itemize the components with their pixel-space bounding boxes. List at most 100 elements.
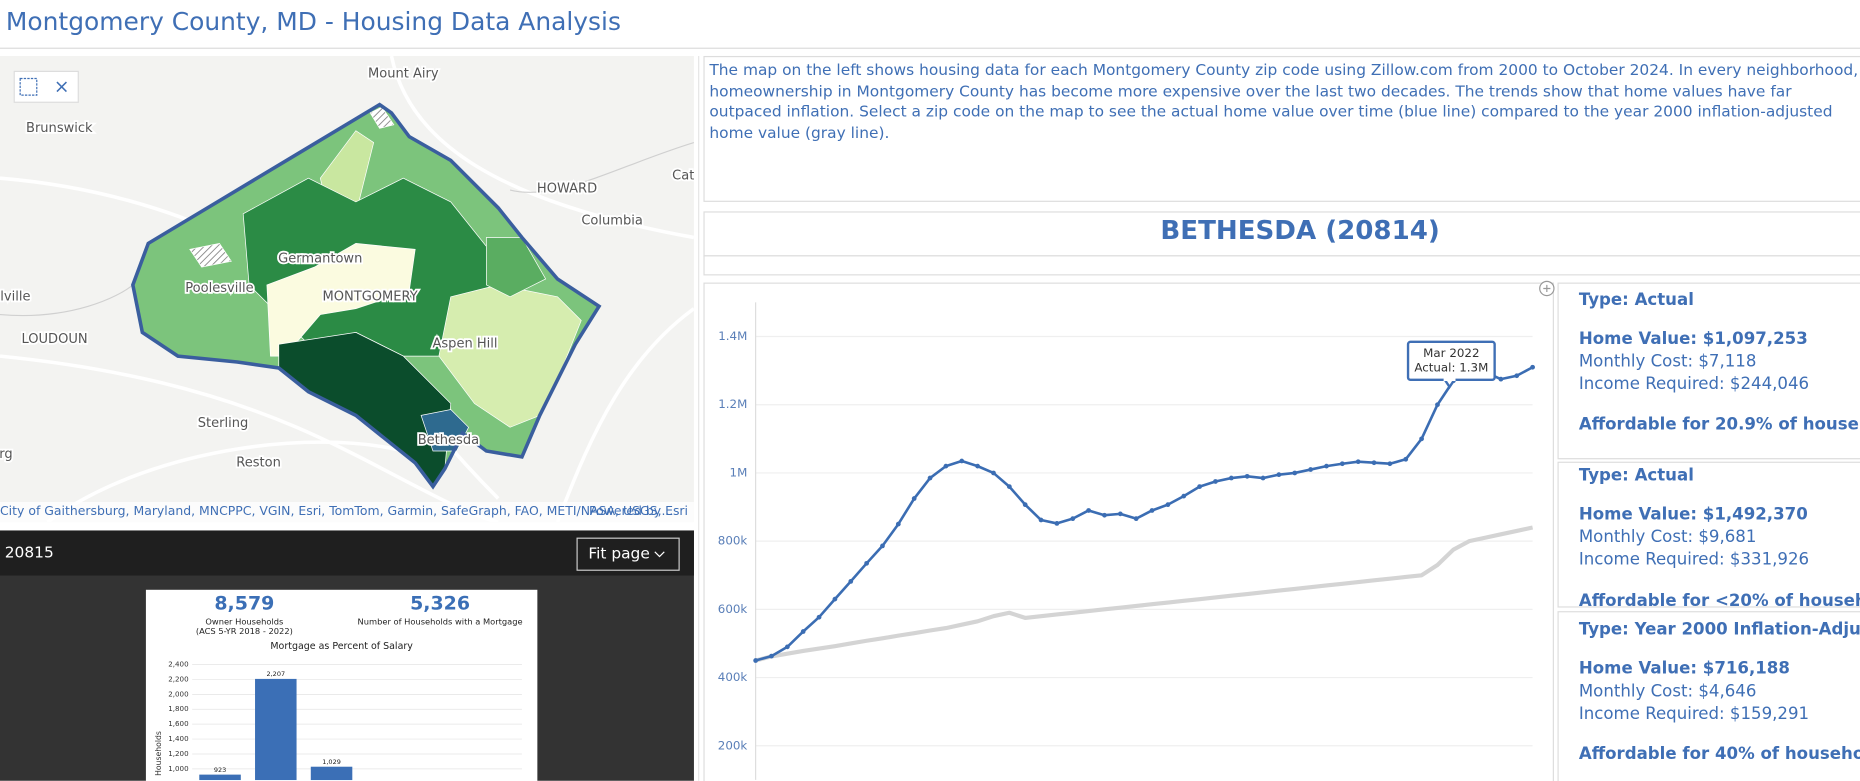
map-label: Columbia bbox=[581, 213, 643, 228]
card-income: Income Required: $331,926 bbox=[1579, 550, 1809, 569]
cards: Type: Actual Home Value: $1,097,253 Mont… bbox=[1557, 282, 1860, 781]
data-point bbox=[1149, 508, 1155, 513]
card bbox=[1557, 611, 1860, 781]
no-data-area bbox=[369, 106, 395, 129]
clear-selection[interactable] bbox=[56, 81, 67, 93]
bar-chart: 1,000 1,200 1,400 1,600 1,800 2,000 2,200 2,400… bbox=[168, 660, 522, 781]
data-point bbox=[1086, 508, 1091, 513]
data-point bbox=[1244, 473, 1250, 479]
data-point bbox=[880, 543, 885, 549]
map-label: Sterling bbox=[198, 416, 249, 431]
data-point bbox=[848, 579, 854, 584]
powered-by: Powered by Esri bbox=[589, 503, 688, 518]
bar bbox=[199, 774, 241, 781]
y-tick-label: 200k bbox=[718, 738, 748, 752]
data-point bbox=[895, 521, 901, 527]
map-label: Mount Airy bbox=[368, 66, 439, 81]
tooltip-gap bbox=[1443, 377, 1456, 382]
data-point bbox=[1387, 461, 1393, 467]
map-label: HOWARD bbox=[537, 181, 597, 196]
tooltip-text: Actual: 1.3M bbox=[1414, 360, 1488, 374]
select-tool[interactable] bbox=[19, 77, 38, 96]
zip-title-panel bbox=[703, 211, 1860, 257]
map-label: Poolesville bbox=[185, 281, 253, 296]
data-point bbox=[1419, 436, 1424, 442]
data-point bbox=[1292, 470, 1298, 476]
card-home-value: Home Value: $1,492,370 bbox=[1579, 505, 1808, 524]
card bbox=[1557, 282, 1860, 460]
map-label: MONTGOMERY bbox=[322, 289, 417, 304]
boundary bbox=[0, 284, 134, 317]
data-point bbox=[911, 496, 917, 501]
map: Mount Airy Brunswick HOWARD Columbia Cat Germ… bbox=[0, 55, 694, 523]
data-point bbox=[1530, 364, 1535, 370]
data-point bbox=[800, 629, 806, 634]
data-point bbox=[1371, 460, 1377, 466]
data-point bbox=[769, 653, 774, 659]
y-tick-label: 1,000 bbox=[168, 764, 189, 773]
data-point bbox=[1228, 475, 1234, 481]
map-label: Germantown bbox=[278, 251, 362, 266]
map-toolbar bbox=[13, 70, 79, 103]
data-point bbox=[1054, 521, 1060, 526]
road bbox=[0, 354, 499, 523]
stat-label: Owner Households bbox=[205, 616, 283, 626]
data-point bbox=[1498, 376, 1504, 382]
stat-note: (ACS 5-YR 2018 - 2022) bbox=[196, 626, 293, 636]
road bbox=[46, 440, 404, 523]
description-frame: The map on the left shows housing data f… bbox=[709, 62, 1858, 142]
zip-area[interactable] bbox=[266, 243, 416, 357]
map-label: LOUDOUN bbox=[21, 332, 87, 347]
expand-icon[interactable] bbox=[1543, 284, 1551, 293]
map-label: lville bbox=[0, 289, 30, 304]
data-point bbox=[1435, 402, 1440, 408]
header bbox=[0, 0, 1860, 48]
card-affordable: Affordable for 20.9% of households bbox=[1579, 414, 1860, 433]
data-point bbox=[784, 644, 790, 650]
y-tick-label: 2,000 bbox=[168, 689, 189, 698]
data-point bbox=[1276, 472, 1282, 478]
chevron[interactable] bbox=[654, 551, 665, 558]
map-label: rg bbox=[0, 447, 13, 462]
y-tick-label: 1.4M bbox=[718, 329, 747, 343]
boundaries bbox=[0, 142, 694, 317]
road bbox=[555, 307, 694, 523]
card-home-value: Home Value: $1,097,253 bbox=[1579, 329, 1808, 348]
card-affordable: Affordable for 40% of households. bbox=[1579, 744, 1860, 763]
card-type: Type: Actual bbox=[1579, 290, 1694, 309]
zip-area[interactable] bbox=[485, 237, 547, 298]
bar bbox=[255, 678, 297, 781]
data-point bbox=[753, 658, 758, 663]
data-point bbox=[1165, 502, 1171, 508]
map-label: Bethesda bbox=[418, 433, 479, 448]
description-panel bbox=[703, 55, 1860, 202]
data-point bbox=[959, 458, 965, 464]
data-point bbox=[1117, 511, 1123, 517]
y-tick-label: 1,400 bbox=[168, 734, 189, 743]
data-point bbox=[816, 614, 822, 620]
map-label: Cat bbox=[672, 168, 694, 183]
card-monthly-cost: Monthly Cost: $9,681 bbox=[1579, 527, 1757, 546]
data-point bbox=[1070, 516, 1076, 522]
y-tick-label: 1M bbox=[730, 465, 748, 479]
data-point bbox=[1339, 461, 1345, 467]
map-label: Brunswick bbox=[26, 121, 93, 136]
fit-page-label[interactable]: Fit page bbox=[588, 545, 649, 563]
y-tick-label: 2,200 bbox=[168, 674, 189, 683]
data-point bbox=[1133, 516, 1139, 522]
data-point bbox=[927, 475, 933, 481]
y-tick-label: 800k bbox=[718, 534, 748, 548]
data-point bbox=[864, 560, 869, 566]
bar-value-label: 923 bbox=[214, 766, 226, 774]
zip-area[interactable] bbox=[420, 409, 469, 452]
y-tick-label: 600k bbox=[718, 602, 748, 616]
data-point bbox=[1197, 484, 1202, 489]
bar-value-label: 1,029 bbox=[322, 758, 341, 766]
data-point bbox=[1038, 517, 1044, 523]
attribution: City of Gaithersburg, Maryland, MNCPPC, … bbox=[0, 503, 673, 518]
card-income: Income Required: $244,046 bbox=[1579, 374, 1809, 393]
data-point bbox=[1403, 456, 1409, 462]
spacer-panel bbox=[703, 255, 1860, 276]
bar-chart-title: Mortgage as Percent of Salary bbox=[270, 641, 413, 652]
